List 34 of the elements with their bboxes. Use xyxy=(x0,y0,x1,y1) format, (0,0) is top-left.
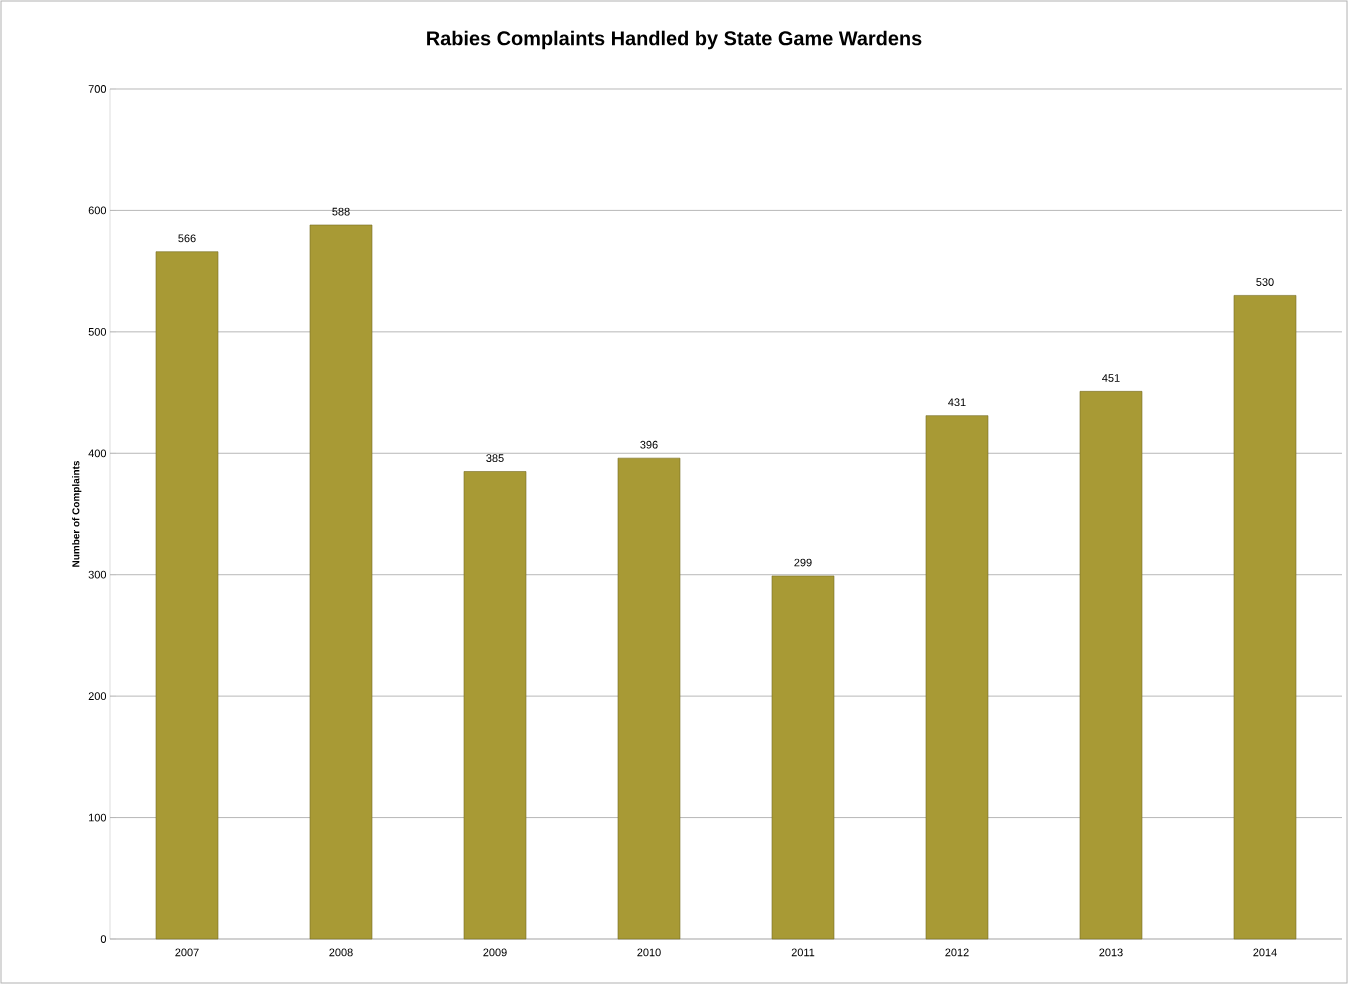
bar xyxy=(771,575,835,940)
data-label: 588 xyxy=(332,207,350,216)
data-label: 299 xyxy=(794,558,812,567)
x-tick-label: 2013 xyxy=(1099,948,1123,957)
bar xyxy=(1079,391,1143,940)
x-tick-label: 2010 xyxy=(637,948,661,957)
x-tick-label: 2012 xyxy=(945,948,969,957)
y-tick-label: 100 xyxy=(89,813,107,822)
y-tick-label: 400 xyxy=(88,449,107,458)
x-tick-label: 2014 xyxy=(1253,948,1277,957)
bar xyxy=(925,415,989,940)
bar xyxy=(1233,295,1297,940)
y-tick-label: 500 xyxy=(88,327,107,336)
x-tick-label: 2011 xyxy=(791,948,815,957)
y-tick-label: 700 xyxy=(88,85,107,93)
y-tick-label: 600 xyxy=(88,206,107,215)
data-label: 431 xyxy=(948,398,966,407)
y-tick-label: 200 xyxy=(88,692,107,701)
bar xyxy=(155,251,219,940)
data-label: 396 xyxy=(640,440,658,449)
bar xyxy=(463,471,527,940)
y-axis-title: Number of Complaints xyxy=(72,460,82,567)
bar xyxy=(309,224,373,940)
y-tick-label: 300 xyxy=(88,570,107,579)
x-tick-label: 2008 xyxy=(329,948,353,957)
data-label: 530 xyxy=(1256,278,1274,286)
data-label: 451 xyxy=(1102,374,1120,382)
data-label: 385 xyxy=(486,454,504,462)
x-tick-label: 2007 xyxy=(175,948,199,957)
x-tick-label: 2009 xyxy=(483,948,507,957)
y-tick-label: 0 xyxy=(100,935,107,943)
chart-title: Rabies Complaints Handled by State Game Wardens xyxy=(427,30,922,50)
bar xyxy=(617,457,681,940)
data-label: 566 xyxy=(178,234,196,243)
